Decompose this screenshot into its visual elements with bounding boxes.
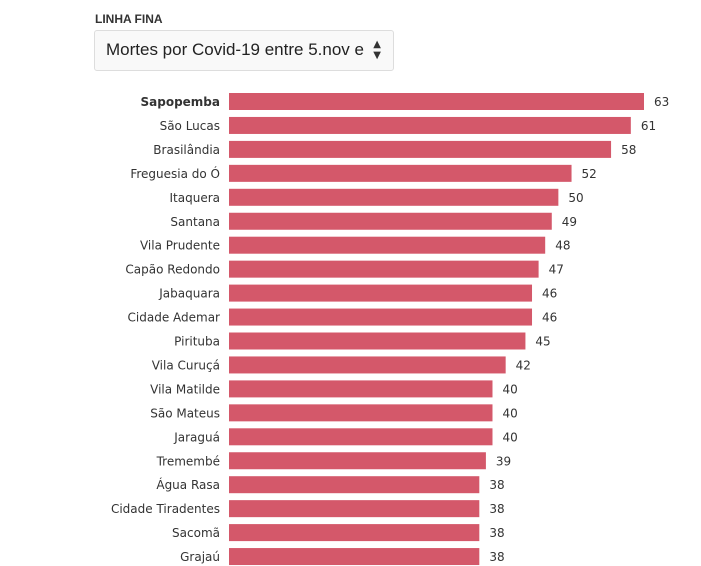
value-label: 49	[562, 215, 577, 229]
value-label: 48	[555, 239, 570, 253]
bar	[229, 140, 612, 158]
category-label: Freguesia do Ó	[130, 166, 220, 181]
bar	[229, 500, 480, 518]
category-label: Sapopemba	[141, 95, 221, 109]
bar	[229, 260, 539, 278]
bar	[229, 452, 486, 470]
category-label: São Mateus	[150, 406, 220, 420]
value-label: 38	[489, 502, 504, 516]
bar	[229, 548, 480, 566]
bar	[229, 428, 493, 446]
category-label: Brasilândia	[153, 143, 220, 157]
value-label: 46	[542, 311, 557, 325]
bar	[229, 164, 572, 182]
value-label: 63	[654, 95, 669, 109]
category-label: Vila Curuçá	[152, 358, 220, 372]
value-label: 40	[502, 382, 517, 396]
value-label: 42	[516, 358, 531, 372]
value-label: 58	[621, 143, 636, 157]
value-label: 39	[496, 454, 511, 468]
value-label: 38	[489, 478, 504, 492]
bar	[229, 356, 506, 374]
category-label: Sacomã	[172, 526, 220, 540]
category-label: Capão Redondo	[125, 263, 220, 277]
bar	[229, 116, 631, 134]
category-label: Cidade Ademar	[128, 311, 221, 325]
subtitle-select[interactable]: Mortes por Covid-19 entre 5.nov e 30 ▲ ▼	[94, 30, 394, 71]
bar	[229, 93, 644, 110]
bar	[229, 236, 546, 254]
value-label: 45	[535, 335, 550, 349]
category-label: Grajaú	[180, 550, 220, 564]
value-label: 61	[641, 119, 656, 133]
bar	[229, 404, 493, 422]
value-label: 50	[568, 191, 583, 205]
value-label: 47	[549, 263, 564, 277]
category-label: São Lucas	[160, 119, 220, 133]
bar	[229, 308, 533, 326]
bar	[229, 332, 526, 350]
bar	[229, 188, 559, 206]
category-label: Vila Matilde	[150, 382, 220, 396]
category-label: Água Rasa	[156, 477, 220, 492]
value-label: 40	[502, 406, 517, 420]
value-label: 46	[542, 287, 557, 301]
value-label: 38	[489, 526, 504, 540]
bar	[229, 524, 480, 542]
value-label: 40	[502, 430, 517, 444]
category-label: Vila Prudente	[140, 239, 220, 253]
bar	[229, 476, 480, 494]
value-label: 52	[582, 167, 597, 181]
select-value: Mortes por Covid-19 entre 5.nov e 30	[106, 40, 368, 59]
category-label: Santana	[170, 215, 220, 229]
bar	[229, 212, 552, 230]
category-label: Jaraguá	[173, 430, 220, 444]
value-label: 38	[489, 550, 504, 564]
category-label: Tremembé	[156, 454, 220, 468]
category-label: Cidade Tiradentes	[111, 502, 220, 516]
select-arrows-icon: ▲ ▼	[373, 39, 381, 61]
bar	[229, 284, 533, 302]
category-label: Pirituba	[174, 335, 220, 349]
field-label: LINHA FINA	[95, 12, 163, 26]
category-label: Jabaquara	[158, 287, 220, 301]
bar	[229, 380, 493, 398]
category-label: Itaquera	[170, 191, 221, 205]
